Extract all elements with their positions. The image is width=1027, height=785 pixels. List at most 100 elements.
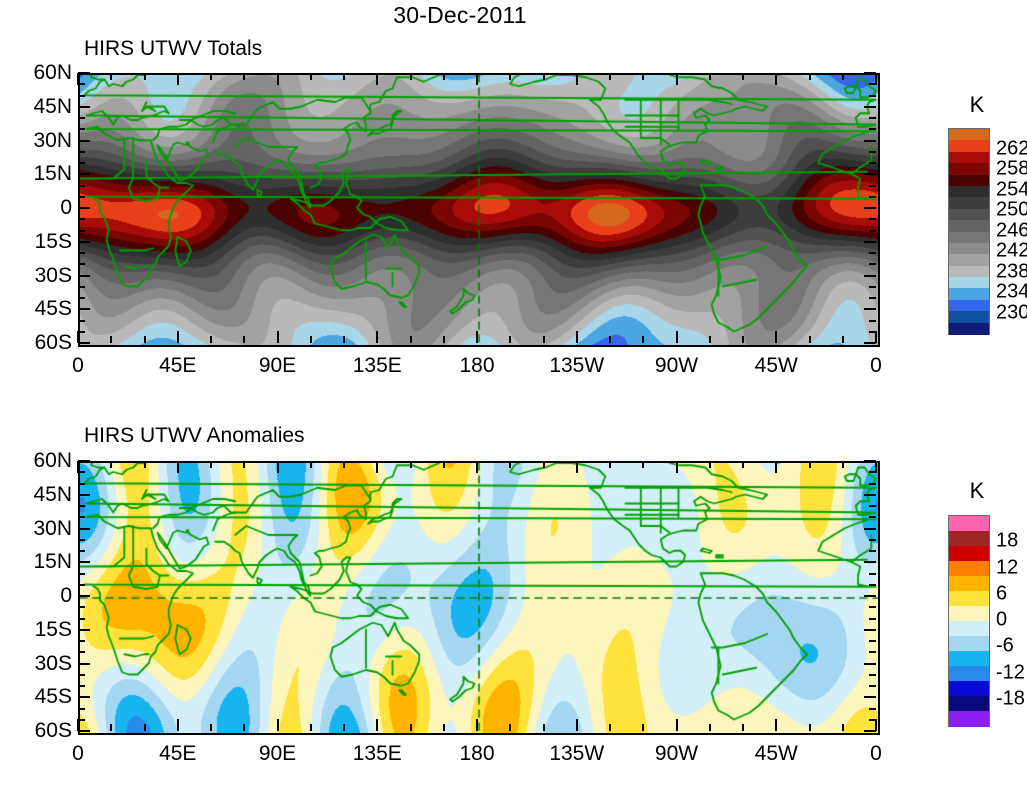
y-minor-tick bbox=[869, 505, 876, 507]
x-minor-tick bbox=[343, 461, 345, 468]
map-plot-totals[interactable] bbox=[78, 73, 880, 347]
x-axis-label: 135E bbox=[352, 742, 402, 765]
colorbar-band bbox=[949, 546, 989, 562]
x-major-tick bbox=[276, 461, 279, 473]
colorbar-band bbox=[949, 636, 989, 652]
x-major-tick bbox=[376, 73, 379, 85]
x-major-tick bbox=[575, 73, 578, 85]
x-minor-tick bbox=[210, 724, 212, 731]
y-minor-tick bbox=[869, 218, 876, 221]
y-minor-tick bbox=[78, 516, 85, 519]
x-minor-tick bbox=[808, 336, 811, 343]
x-minor-tick bbox=[708, 461, 711, 468]
x-major-tick bbox=[176, 73, 179, 85]
y-minor-tick bbox=[78, 640, 85, 642]
y-minor-tick bbox=[78, 162, 85, 164]
x-major-tick bbox=[276, 719, 279, 731]
x-major-tick bbox=[675, 73, 678, 85]
x-minor-tick bbox=[343, 724, 345, 731]
y-minor-tick bbox=[78, 297, 85, 299]
y-major-tick bbox=[78, 342, 90, 344]
x-major-tick bbox=[675, 719, 678, 731]
y-minor-tick bbox=[869, 150, 876, 153]
colorbar-tick-label: 0 bbox=[996, 608, 1008, 631]
x-minor-tick bbox=[409, 461, 412, 468]
y-minor-tick bbox=[78, 651, 85, 654]
x-major-tick bbox=[77, 719, 79, 731]
y-major-tick bbox=[78, 527, 90, 530]
y-axis-label: 60S bbox=[34, 719, 72, 742]
y-minor-tick bbox=[78, 617, 85, 620]
x-minor-tick bbox=[642, 336, 645, 343]
colorbar-band bbox=[949, 681, 989, 697]
colorbar-tick-label: -6 bbox=[996, 634, 1014, 657]
y-major-tick bbox=[78, 139, 90, 142]
colorbar-band bbox=[949, 561, 989, 577]
x-minor-tick bbox=[542, 724, 545, 731]
colorbar-band bbox=[949, 231, 989, 244]
y-major-tick bbox=[864, 561, 876, 564]
x-axis-label: 45W bbox=[754, 354, 798, 377]
x-axis-label: 90W bbox=[654, 354, 699, 377]
colorbar-band bbox=[949, 129, 989, 141]
x-minor-tick bbox=[309, 73, 312, 80]
x-minor-tick bbox=[841, 73, 844, 80]
y-minor-tick bbox=[869, 572, 876, 575]
x-minor-tick bbox=[609, 73, 611, 80]
colorbar-band bbox=[949, 299, 989, 312]
x-minor-tick bbox=[742, 73, 744, 80]
y-minor-tick bbox=[78, 685, 85, 687]
x-minor-tick bbox=[110, 461, 113, 468]
x-minor-tick bbox=[143, 724, 146, 731]
x-major-tick bbox=[675, 331, 678, 343]
colorbar-tick-label: 238 bbox=[996, 260, 1027, 282]
y-minor-tick bbox=[869, 482, 876, 485]
y-minor-tick bbox=[78, 505, 85, 507]
y-minor-tick bbox=[78, 285, 85, 288]
y-axis-label: 45N bbox=[33, 482, 72, 506]
y-minor-tick bbox=[869, 94, 876, 97]
y-major-tick bbox=[864, 207, 876, 209]
y-major-tick bbox=[78, 274, 90, 277]
y-minor-tick bbox=[869, 640, 876, 642]
y-minor-tick bbox=[869, 617, 876, 620]
colorbar-totals[interactable] bbox=[948, 128, 990, 335]
y-major-tick bbox=[78, 308, 90, 311]
y-major-tick bbox=[864, 662, 876, 665]
y-major-tick bbox=[864, 240, 876, 243]
x-major-tick bbox=[875, 719, 877, 731]
colorbar-band bbox=[949, 576, 989, 592]
y-major-tick bbox=[78, 173, 90, 176]
x-major-tick bbox=[476, 461, 478, 473]
colorbar-anomalies[interactable] bbox=[948, 515, 990, 727]
y-minor-tick bbox=[78, 583, 85, 586]
y-minor-tick bbox=[869, 471, 876, 474]
x-axis-label: 135W bbox=[549, 354, 605, 377]
figure-title: 30-Dec-2011 bbox=[393, 2, 527, 28]
y-minor-tick bbox=[869, 195, 876, 198]
x-minor-tick bbox=[642, 73, 645, 80]
y-minor-tick bbox=[78, 83, 85, 86]
y-major-tick bbox=[78, 460, 90, 462]
y-major-tick bbox=[864, 460, 876, 462]
x-major-tick bbox=[77, 461, 79, 473]
x-axis-label: 90E bbox=[258, 742, 297, 765]
x-minor-tick bbox=[210, 73, 212, 80]
x-major-tick bbox=[575, 719, 578, 731]
x-major-tick bbox=[675, 461, 678, 473]
x-minor-tick bbox=[509, 724, 512, 731]
map-canvas-anomalies bbox=[80, 463, 878, 733]
x-major-tick bbox=[575, 331, 578, 343]
x-major-tick bbox=[775, 461, 778, 473]
colorbar-band bbox=[949, 621, 989, 637]
x-minor-tick bbox=[542, 73, 545, 80]
x-major-tick bbox=[875, 461, 877, 473]
map-plot-anomalies[interactable] bbox=[78, 461, 880, 735]
colorbar-band bbox=[949, 208, 989, 221]
x-axis-label: 45W bbox=[754, 742, 798, 765]
x-axis-label: 0 bbox=[72, 354, 84, 377]
y-minor-tick bbox=[78, 94, 85, 97]
x-minor-tick bbox=[343, 73, 345, 80]
y-axis-label: 60N bbox=[33, 449, 72, 472]
colorbar-band bbox=[949, 651, 989, 667]
